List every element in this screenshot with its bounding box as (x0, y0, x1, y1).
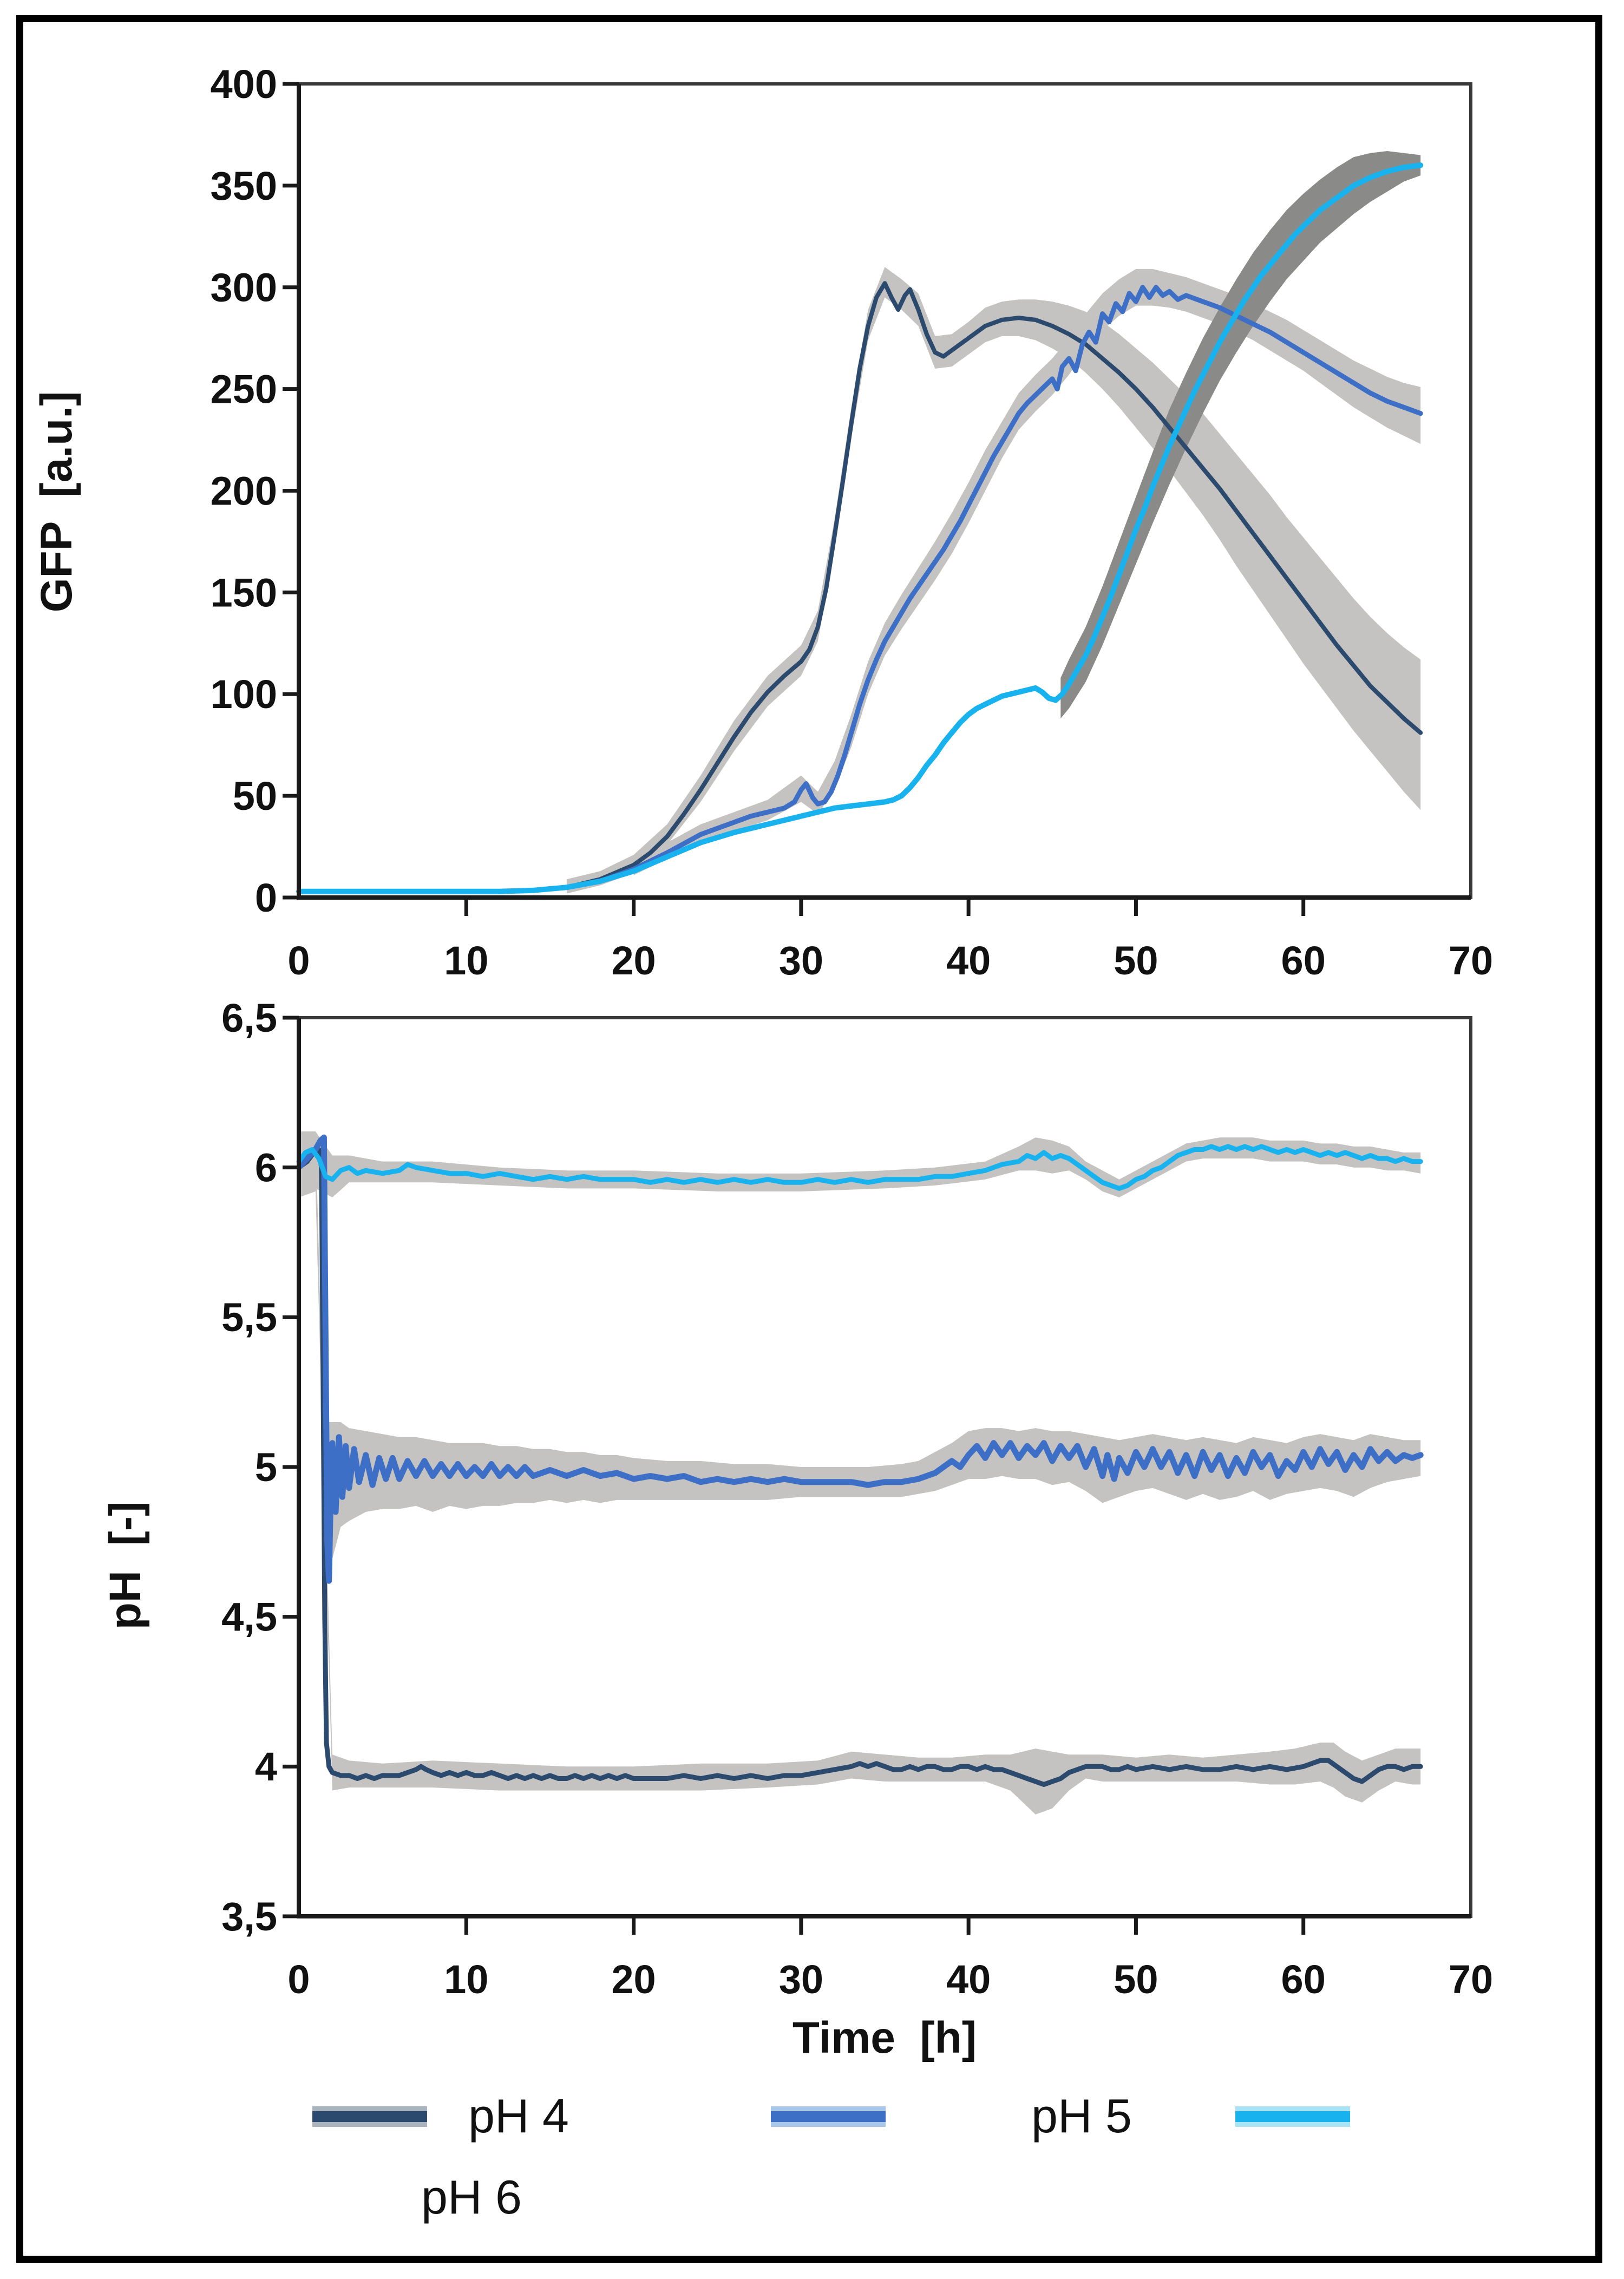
error-band-ph6 (299, 1131, 1421, 1197)
y-tick-label: 4 (255, 1744, 277, 1789)
y-tick-label: 6,5 (221, 996, 277, 1040)
x-tick-label: 70 (1449, 1957, 1493, 2002)
y-tick-label: 250 (211, 367, 277, 412)
legend-swatch-ph4 (312, 2106, 427, 2127)
y-tick-label: 4,5 (221, 1595, 277, 1640)
x-tick-label: 60 (1281, 1957, 1326, 2002)
legend-label-ph5: pH 5 (1031, 2089, 1132, 2143)
y-tick-label: 6 (255, 1145, 277, 1190)
series-line-ph4 (297, 281, 1423, 894)
legend-line-ph4 (312, 2111, 427, 2122)
gfp-chart: 0 50 100 150 200 250 300 350 400 0 10 20 30 40 50 60 70 (211, 62, 1494, 983)
y-tick-label: 400 (211, 62, 277, 107)
ph-axis-title: pH [-] (101, 1501, 150, 1630)
x-tick-label: 40 (946, 1957, 991, 2002)
y-tick-label: 100 (211, 672, 277, 717)
error-band-ph5 (329, 1422, 1421, 1572)
y-tick-label: 50 (233, 774, 277, 818)
series-line-ph4 (296, 1147, 1423, 1787)
legend-swatch-ph6 (1235, 2106, 1350, 2127)
x-tick-label: 50 (1114, 1957, 1158, 2002)
legend-swatch-ph5 (771, 2106, 886, 2127)
series-line-ph5 (296, 1134, 1424, 1584)
y-tick-label: 0 (255, 875, 277, 920)
gfp-axis-title: GFP [a.u.] (32, 391, 81, 613)
x-tick-label: 50 (1114, 938, 1158, 983)
series-line-ph6 (296, 162, 1424, 894)
series-line-ph5 (296, 285, 1423, 894)
x-tick-label: 0 (287, 938, 310, 983)
x-tick-label: 40 (946, 938, 991, 983)
x-tick-label: 30 (779, 938, 823, 983)
x-tick-label: 20 (611, 938, 656, 983)
x-tick-label: 60 (1281, 938, 1326, 983)
y-tick-label: 3,5 (221, 1894, 277, 1939)
y-tick-label: 200 (211, 468, 277, 513)
y-tick-label: 350 (211, 163, 277, 208)
legend-label-ph6: pH 6 (421, 2170, 522, 2224)
error-band-ph4 (299, 1131, 1421, 1815)
error-band-ph5 (633, 268, 1421, 875)
error-band-ph4 (566, 267, 1421, 894)
y-tick-label: 5 (255, 1445, 277, 1490)
x-tick-label: 0 (287, 1957, 310, 2002)
time-axis-title: Time [h] (792, 2013, 977, 2062)
y-tick-label: 150 (211, 570, 277, 615)
x-tick-label: 30 (779, 1957, 823, 2002)
y-tick-label: 300 (211, 265, 277, 310)
legend-line-ph6 (1235, 2111, 1350, 2122)
x-tick-label: 10 (444, 1957, 488, 2002)
x-tick-label: 10 (444, 938, 488, 983)
ph-chart: 6,5 6 5,5 5 4,5 4 3,50 10 20 30 40 50 60 70 (221, 996, 1493, 2002)
series-line-ph6 (296, 1144, 1423, 1191)
x-tick-label: 70 (1449, 938, 1493, 983)
x-tick-label: 20 (611, 1957, 656, 2002)
legend-line-ph5 (771, 2111, 886, 2122)
legend-label-ph4: pH 4 (468, 2089, 569, 2143)
y-tick-label: 5,5 (221, 1295, 277, 1340)
